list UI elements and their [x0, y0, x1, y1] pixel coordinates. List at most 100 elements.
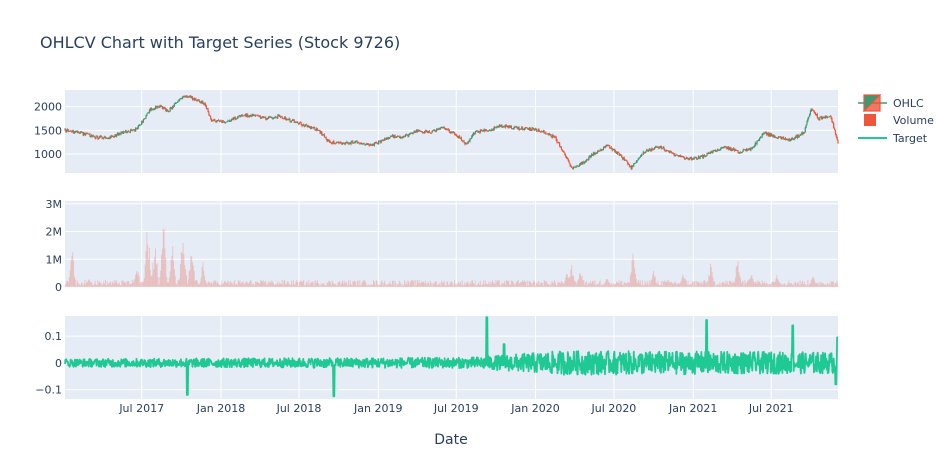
- volume-bar: [341, 282, 343, 287]
- volume-bar: [510, 280, 512, 287]
- volume-bar: [400, 284, 402, 287]
- volume-bar: [369, 285, 371, 287]
- candle-body: [361, 143, 363, 145]
- candle-body: [713, 150, 715, 152]
- volume-bar: [178, 280, 180, 287]
- volume-bar: [609, 284, 611, 287]
- candle-body: [673, 153, 675, 156]
- volume-bar: [379, 285, 381, 287]
- candle-body: [185, 95, 188, 97]
- volume-bar: [743, 285, 745, 287]
- x-tick-label: Jul 2018: [276, 402, 322, 415]
- legend-item-ohlc[interactable]: OHLC: [858, 93, 924, 113]
- candle-body: [717, 149, 719, 151]
- volume-bar: [128, 281, 130, 287]
- volume-bar: [819, 285, 821, 287]
- candle-body: [726, 147, 728, 149]
- volume-bar: [166, 276, 168, 287]
- candle-body: [356, 141, 358, 143]
- candle-body: [160, 106, 163, 107]
- candle-body: [732, 148, 734, 151]
- volume-bar: [266, 284, 268, 287]
- candle-body: [523, 129, 525, 131]
- volume-bar: [490, 281, 492, 287]
- candle-body: [466, 142, 469, 144]
- volume-bar: [653, 270, 655, 287]
- candle-body: [591, 154, 593, 156]
- volume-bar: [391, 280, 393, 287]
- volume-bar: [235, 284, 237, 287]
- candle-body: [555, 137, 557, 141]
- volume-bar: [416, 279, 418, 287]
- candle-body: [734, 150, 737, 151]
- volume-bar: [292, 285, 294, 287]
- volume-bar: [624, 282, 626, 287]
- volume-bar: [478, 282, 480, 287]
- volume-bar: [276, 283, 278, 287]
- candle-body: [328, 140, 331, 142]
- x-tick-label: Jan 2019: [353, 402, 402, 415]
- candle-body: [224, 122, 226, 124]
- volume-bar: [511, 280, 513, 287]
- candle-body: [542, 130, 544, 132]
- volume-bar: [526, 285, 528, 287]
- volume-bar: [307, 284, 309, 287]
- volume-bar: [316, 280, 318, 287]
- volume-bar: [394, 280, 396, 287]
- candle-body: [727, 146, 729, 149]
- volume-bar: [202, 262, 204, 287]
- candle-body: [247, 114, 249, 117]
- volume-bar: [280, 283, 282, 287]
- volume-bar: [365, 282, 367, 287]
- candle-body: [76, 131, 78, 133]
- candle-body: [249, 115, 251, 117]
- candle-body: [422, 132, 425, 134]
- volume-bar: [790, 283, 792, 287]
- volume-bar: [603, 283, 605, 287]
- candle-body: [251, 114, 253, 117]
- candle-body: [611, 148, 613, 151]
- candle-body: [609, 147, 612, 149]
- candle-body: [817, 117, 819, 119]
- candle-body: [255, 114, 257, 116]
- volume-bar: [516, 281, 518, 287]
- candle-body: [521, 127, 523, 130]
- legend[interactable]: OHLC Volume Target: [858, 93, 934, 145]
- candle-body: [793, 138, 795, 140]
- candle-body: [652, 148, 655, 150]
- volume-bar: [354, 282, 356, 287]
- candle-body: [666, 150, 668, 152]
- volume-bar: [267, 281, 269, 287]
- volume-bar: [86, 281, 88, 287]
- volume-bar: [132, 282, 134, 287]
- volume-bar: [257, 283, 259, 287]
- candle-body: [354, 141, 357, 143]
- volume-bar: [704, 281, 706, 287]
- candle-body: [801, 132, 803, 135]
- volume-bar: [609, 282, 611, 287]
- volume-bar: [531, 284, 533, 287]
- candle-body: [583, 161, 585, 164]
- candle-body: [616, 151, 618, 154]
- legend-item-volume[interactable]: Volume: [864, 114, 934, 127]
- volume-bar: [607, 279, 609, 287]
- candle-body: [671, 152, 673, 154]
- candle-body: [527, 128, 529, 130]
- legend-item-target[interactable]: Target: [858, 132, 928, 145]
- candle-body: [120, 132, 122, 135]
- candle-body: [725, 146, 727, 148]
- candle-body: [552, 135, 554, 138]
- volume-bar: [176, 284, 178, 287]
- candle-body: [137, 125, 139, 129]
- volume-bar: [398, 284, 400, 287]
- volume-bar: [505, 280, 507, 287]
- candle-body: [112, 136, 114, 137]
- volume-bar: [687, 280, 689, 287]
- volume-bar: [90, 282, 92, 287]
- candle-body: [603, 147, 605, 150]
- volume-bar: [277, 281, 279, 287]
- volume-bar: [413, 280, 415, 287]
- volume-bar: [338, 282, 340, 287]
- volume-bar: [623, 282, 625, 287]
- volume-bar: [274, 284, 276, 287]
